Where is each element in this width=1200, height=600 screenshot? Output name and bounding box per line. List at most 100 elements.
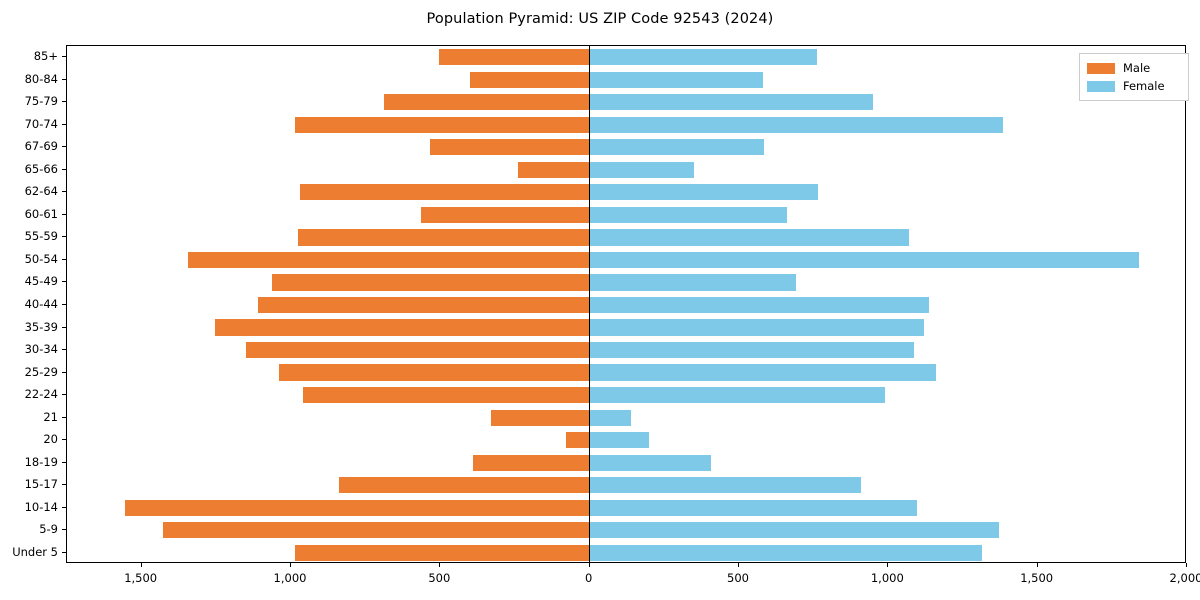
pyramid-row xyxy=(67,477,1185,494)
pyramid-row xyxy=(67,139,1185,156)
y-tick-mark xyxy=(62,236,66,238)
bar-male xyxy=(429,139,590,156)
bar-female xyxy=(589,139,765,156)
pyramid-row xyxy=(67,71,1185,88)
y-tick-label: 5-9 xyxy=(39,522,58,537)
x-tick-label: 0 xyxy=(584,571,593,585)
bar-female xyxy=(589,206,787,223)
pyramid-row xyxy=(67,274,1185,291)
bar-male xyxy=(299,184,590,201)
bar-male xyxy=(187,251,590,269)
bar-male xyxy=(162,522,590,539)
y-tick-label: 65-66 xyxy=(24,161,58,176)
y-tick-label: 45-49 xyxy=(24,274,58,289)
bar-male xyxy=(279,364,590,381)
y-tick-mark xyxy=(62,461,66,463)
y-tick-mark xyxy=(62,101,66,103)
bar-female xyxy=(589,319,925,336)
bar-male xyxy=(420,206,590,223)
y-tick-mark xyxy=(62,56,66,58)
x-tick-mark xyxy=(588,563,590,567)
bars-layer xyxy=(67,46,1185,562)
x-axis: 1,500 1,000 500 0 500 1,000 1,500 2,000 xyxy=(66,563,1200,600)
bar-female xyxy=(589,229,910,246)
y-tick-mark xyxy=(62,146,66,148)
bar-female xyxy=(589,116,1004,133)
y-tick-mark xyxy=(62,506,66,508)
y-tick-mark xyxy=(62,371,66,373)
y-tick-label: 30-34 xyxy=(24,342,58,357)
pyramid-row xyxy=(67,432,1185,449)
bar-male xyxy=(338,477,590,494)
y-tick-label: 22-24 xyxy=(24,387,58,402)
y-tick-label: 50-54 xyxy=(24,251,58,266)
y-tick-mark xyxy=(62,78,66,80)
bar-male xyxy=(517,161,590,178)
y-tick-mark xyxy=(62,281,66,283)
bar-male xyxy=(271,274,590,291)
pyramid-row xyxy=(67,94,1185,111)
y-tick-label: 10-14 xyxy=(24,499,58,514)
y-tick-label: 55-59 xyxy=(24,229,58,244)
y-tick-label: 85+ xyxy=(33,49,58,64)
y-tick-label: 67-69 xyxy=(24,139,58,154)
pyramid-row xyxy=(67,386,1185,404)
y-tick-label: 62-64 xyxy=(24,184,58,199)
pyramid-row xyxy=(67,364,1185,381)
y-tick-mark xyxy=(62,191,66,193)
y-tick-mark xyxy=(62,258,66,260)
bar-male xyxy=(295,544,590,561)
bar-male xyxy=(473,454,590,471)
bar-male xyxy=(258,296,590,314)
legend-swatch-female-icon xyxy=(1087,80,1115,92)
bar-male xyxy=(565,432,590,449)
pyramid-row xyxy=(67,161,1185,178)
y-tick-label: 18-19 xyxy=(24,454,58,469)
bar-female xyxy=(589,544,983,561)
x-tick-label: 500 xyxy=(428,571,451,585)
pyramid-row xyxy=(67,499,1185,516)
y-tick-label: 21 xyxy=(43,409,58,424)
bar-male xyxy=(302,386,590,404)
bar-female xyxy=(589,386,886,404)
pyramid-row xyxy=(67,296,1185,314)
y-tick-mark xyxy=(62,168,66,170)
x-tick-mark xyxy=(1186,563,1187,567)
bar-female xyxy=(589,341,914,359)
bar-male xyxy=(439,49,590,66)
y-tick-mark xyxy=(62,123,66,125)
y-tick-label: 60-61 xyxy=(24,206,58,221)
x-tick-mark xyxy=(439,563,441,567)
pyramid-row xyxy=(67,319,1185,336)
y-tick-label: Under 5 xyxy=(12,544,58,559)
pyramid-row xyxy=(67,409,1185,426)
x-tick-mark xyxy=(290,563,291,567)
pyramid-row xyxy=(67,49,1185,66)
bar-male xyxy=(295,116,590,133)
plot-area xyxy=(66,45,1186,563)
y-tick-mark xyxy=(62,349,66,351)
y-tick-mark xyxy=(62,551,66,553)
legend-swatch-male-icon xyxy=(1087,62,1115,74)
bar-male xyxy=(491,409,590,426)
bar-female xyxy=(589,477,862,494)
y-tick-label: 35-39 xyxy=(24,319,58,334)
bar-female xyxy=(589,251,1140,269)
y-tick-mark xyxy=(62,439,66,441)
legend-item-male: Male xyxy=(1087,59,1180,77)
bar-female xyxy=(589,161,695,178)
bar-female xyxy=(589,71,763,88)
bar-female xyxy=(589,522,999,539)
pyramid-row xyxy=(67,251,1185,269)
bar-male xyxy=(246,341,590,359)
legend-item-female: Female xyxy=(1087,77,1180,95)
bar-female xyxy=(589,94,874,111)
y-axis: 85+ 80-84 75-79 70-74 67-69 65-66 62-64 60-61 55… xyxy=(0,45,66,563)
chart-legend[interactable]: Male Female xyxy=(1079,53,1189,101)
y-tick-mark xyxy=(62,529,66,531)
y-tick-label: 25-29 xyxy=(24,364,58,379)
pyramid-row xyxy=(67,454,1185,471)
y-tick-label: 70-74 xyxy=(24,116,58,131)
x-tick-label: 1,000 xyxy=(870,571,904,585)
y-tick-label: 80-84 xyxy=(24,71,58,86)
